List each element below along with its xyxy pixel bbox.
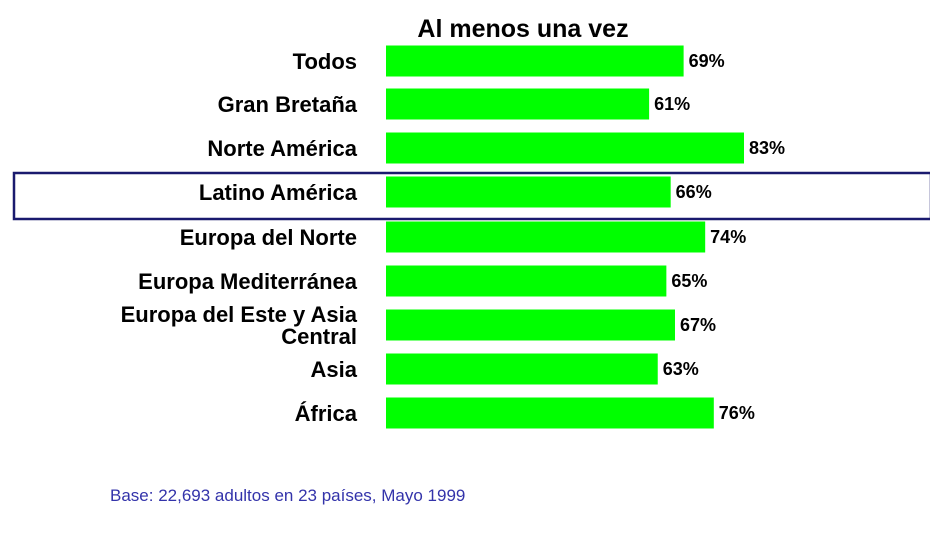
bar-4 [386,221,706,253]
bar-0 [386,45,684,77]
value-label-1: 61% [654,94,690,114]
value-label-3: 66% [676,182,712,202]
bar-3 [386,176,671,208]
value-label-2: 83% [749,138,785,158]
bar-7 [386,353,658,385]
category-label-5: Europa Mediterránea [138,269,358,294]
value-labels-group: 69% 61% 83% 66% 74% 65% 67% 63% 76% [654,51,785,423]
value-label-4: 74% [710,227,746,247]
category-label-8: África [295,401,358,426]
chart-title: Al menos una vez [417,15,628,43]
bar-2 [386,132,744,164]
category-label-3: Latino América [199,180,358,205]
category-labels-group: Todos Gran Bretaña Norte América Latino Amé… [121,49,358,426]
bar-5 [386,265,667,297]
category-label-7: Asia [311,357,358,382]
value-label-6: 67% [680,315,716,335]
bar-8 [386,397,714,429]
bars-group [386,45,744,429]
highlight-box [12,171,930,221]
footnote: Base: 22,693 adultos en 23 países, Mayo … [110,486,466,505]
category-label-6: Europa del Este y Asia Central [121,302,358,349]
value-label-5: 65% [671,271,707,291]
category-label-2: Norte América [207,136,357,161]
value-label-7: 63% [663,359,699,379]
value-label-8: 76% [719,403,755,423]
bar-6 [386,309,675,341]
category-label-4: Europa del Norte [180,225,357,250]
value-label-0: 69% [689,51,725,71]
bar-1 [386,88,650,120]
category-label-1: Gran Bretaña [218,92,358,117]
category-label-0: Todos [293,49,357,74]
